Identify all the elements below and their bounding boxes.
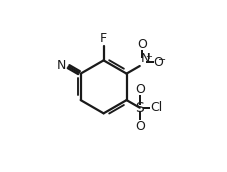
Text: −: − <box>158 55 166 65</box>
Text: O: O <box>134 83 144 95</box>
Text: F: F <box>100 32 107 45</box>
Text: N: N <box>57 59 66 72</box>
Text: +: + <box>144 52 151 61</box>
Text: S: S <box>135 101 143 115</box>
Text: O: O <box>136 38 146 51</box>
Text: O: O <box>153 56 163 69</box>
Text: O: O <box>134 120 144 133</box>
Text: Cl: Cl <box>149 101 161 114</box>
Text: N: N <box>140 52 149 65</box>
